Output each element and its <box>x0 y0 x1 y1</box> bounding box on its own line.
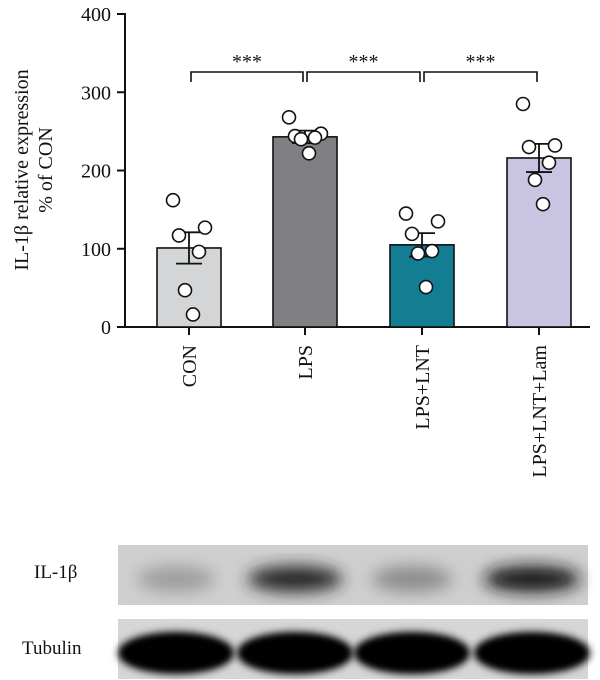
significance-label: *** <box>466 51 496 73</box>
data-point <box>418 279 434 295</box>
western-blot <box>118 545 590 679</box>
y-axis-label-line1: IL-1β relative expression <box>11 69 33 270</box>
data-point <box>191 244 207 260</box>
y-tick-label: 400 <box>81 4 111 26</box>
y-tick-label: 200 <box>81 161 111 183</box>
chart-points <box>165 96 563 322</box>
blot-band <box>247 566 343 592</box>
data-point <box>424 243 440 259</box>
significance-label: *** <box>349 51 379 73</box>
x-tick-label-CON: CON <box>179 345 201 387</box>
blot-band <box>371 566 453 592</box>
x-tick-label-LPS+LNT+Lam: LPS+LNT+Lam <box>529 345 551 478</box>
x-tick-label-LPS: LPS <box>295 345 317 379</box>
data-point <box>171 228 187 243</box>
significance-bracket <box>190 71 304 82</box>
data-point <box>307 130 323 145</box>
significance-bracket <box>423 71 538 82</box>
y-tick-label: 300 <box>81 82 111 104</box>
significance-brackets: *** *** *** <box>190 51 538 82</box>
blot-band <box>483 566 581 592</box>
blot-band-core <box>360 638 464 668</box>
chart-error-bars <box>176 129 552 265</box>
data-point <box>301 145 317 161</box>
data-point <box>547 138 563 153</box>
data-point <box>165 192 181 208</box>
y-tick-label: 0 <box>101 317 111 339</box>
data-point <box>430 214 446 229</box>
data-point <box>281 109 297 125</box>
blot-label-tubulin: Tubulin <box>22 638 82 659</box>
x-tick-label-LPS+LNT: LPS+LNT <box>412 345 434 430</box>
x-tick-labels: CON LPS LPS+LNT LPS+LNT+Lam <box>179 345 551 478</box>
y-axis-label-line2: % of CON <box>35 127 57 213</box>
data-point <box>293 131 309 147</box>
y-tick-label: 100 <box>81 239 111 261</box>
bar-LPS <box>272 136 338 328</box>
chart-bars <box>156 136 572 328</box>
data-point <box>410 246 426 261</box>
data-point <box>527 172 543 188</box>
data-point <box>541 155 557 170</box>
significance-bracket <box>306 71 421 82</box>
data-point <box>177 282 193 298</box>
y-axis-label: IL-1β relative expression% of CON <box>11 69 57 270</box>
blot-band <box>137 566 215 592</box>
blot-band-core <box>243 638 347 668</box>
data-point <box>404 226 420 242</box>
data-point <box>521 139 537 155</box>
data-point <box>197 220 213 235</box>
blot-band-core <box>480 638 584 668</box>
blot-label-il1b: IL-1β <box>34 562 78 583</box>
data-point <box>185 307 201 322</box>
data-point <box>535 196 551 212</box>
data-point <box>515 96 531 112</box>
significance-label: *** <box>232 51 262 73</box>
data-point <box>398 206 414 221</box>
blot-band-core <box>124 638 228 668</box>
